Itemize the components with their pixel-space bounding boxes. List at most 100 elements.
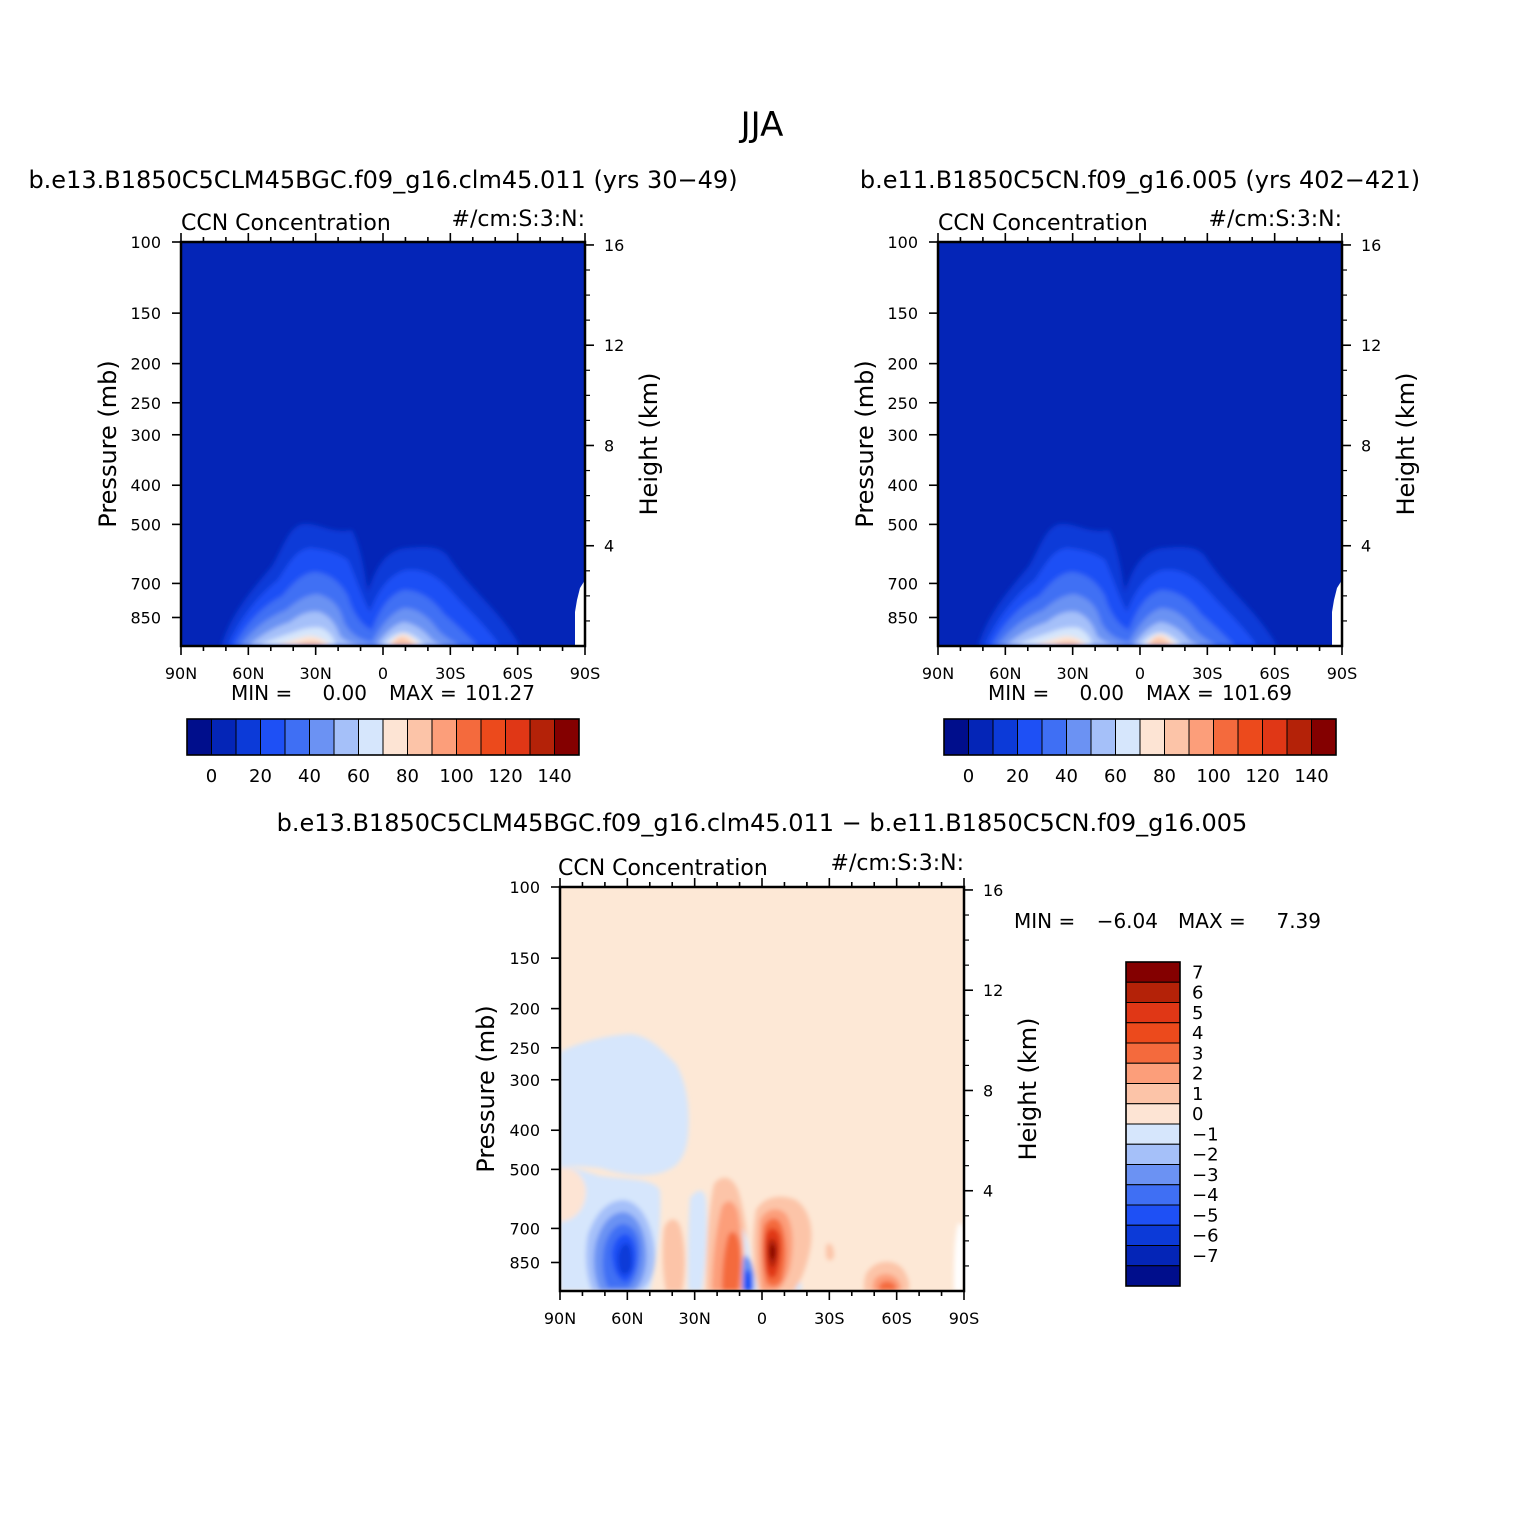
colorbar-label: 40 xyxy=(298,766,321,787)
colorbar-label: 1 xyxy=(1192,1084,1203,1105)
colorbar-frame xyxy=(1125,961,1181,1287)
colorbar-label: 2 xyxy=(1192,1064,1203,1085)
panel-3-max-value: 7.39 xyxy=(1276,909,1321,933)
colorbar-box xyxy=(1262,718,1288,756)
colorbar-label: 140 xyxy=(1294,766,1328,787)
y-tick-label: 500 xyxy=(130,515,161,534)
colorbar-box xyxy=(1041,718,1067,756)
colorbar-box xyxy=(1125,1002,1181,1024)
colorbar-box xyxy=(235,718,261,756)
colorbar-label: 0 xyxy=(1192,1104,1203,1125)
colorbar-label: 0 xyxy=(963,766,974,787)
panel-1-ylabel: Pressure (mb) xyxy=(94,360,122,527)
colorbar-frame xyxy=(186,718,580,756)
x-tick-label: 60N xyxy=(989,664,1021,683)
y-tick-label: 100 xyxy=(509,878,540,897)
colorbar-box xyxy=(1139,718,1165,756)
colorbar-box xyxy=(284,718,310,756)
colorbar-label: 100 xyxy=(1196,766,1230,787)
height-tick-label: 12 xyxy=(983,981,1003,1000)
colorbar-box xyxy=(1125,1103,1181,1125)
panel-2-ylabel-right: Height (km) xyxy=(1392,373,1420,516)
x-tick-label: 90S xyxy=(949,1309,980,1328)
colorbar-label: −3 xyxy=(1192,1165,1219,1186)
height-tick-label: 12 xyxy=(604,336,624,355)
colorbar-label: 20 xyxy=(1006,766,1029,787)
y-tick-label: 500 xyxy=(509,1160,540,1179)
x-tick-label: 0 xyxy=(1135,664,1145,683)
colorbar-label: 140 xyxy=(537,766,571,787)
colorbar-box xyxy=(407,718,433,756)
colorbar-box xyxy=(1125,1022,1181,1044)
colorbar-label: 60 xyxy=(347,766,370,787)
colorbar-label: −6 xyxy=(1192,1226,1219,1247)
colorbar-box xyxy=(1125,981,1181,1003)
height-tick-label: 4 xyxy=(604,537,614,556)
colorbar-box xyxy=(1188,718,1214,756)
panel-3-min-label: MIN = xyxy=(1014,909,1075,933)
panel-3-ylabel-right: Height (km) xyxy=(1014,1018,1042,1161)
x-tick-label: 30N xyxy=(1057,664,1089,683)
colorbar-label: 20 xyxy=(249,766,272,787)
colorbar-box xyxy=(1125,1184,1181,1206)
colorbar-label: −5 xyxy=(1192,1205,1219,1226)
panel-3-ylabel: Pressure (mb) xyxy=(472,1005,500,1172)
panel-3: b.e13.B1850C5CLM45BGC.f09_g16.clm45.011 … xyxy=(277,809,1321,1328)
panel-1-axes: 90N 60N 30N 0 30S 60S 90S 100 150 200 250 300 400 500… xyxy=(130,233,624,683)
colorbar-box xyxy=(1125,1143,1181,1165)
colorbar-box xyxy=(1164,718,1190,756)
panel-2-colorbar: 0 20 40 60 80 100 120 140 xyxy=(943,718,1337,787)
colorbar-box xyxy=(431,718,457,756)
colorbar-box xyxy=(1125,1164,1181,1186)
x-tick-label: 30S xyxy=(814,1309,845,1328)
colorbar-box xyxy=(211,718,237,756)
colorbar-box xyxy=(1125,1245,1181,1267)
colorbar-box xyxy=(382,718,408,756)
colorbar-box xyxy=(358,718,384,756)
x-tick-label: 90N xyxy=(922,664,954,683)
y-tick-label: 100 xyxy=(887,233,918,252)
y-tick-label: 150 xyxy=(130,304,161,323)
colorbar-label: 120 xyxy=(1245,766,1279,787)
panel-2-title: b.e11.B1850C5CN.f09_g16.005 (yrs 402−421… xyxy=(860,166,1420,194)
y-tick-label: 700 xyxy=(887,574,918,593)
colorbar-box xyxy=(1125,1083,1181,1105)
colorbar-box xyxy=(1286,718,1312,756)
x-tick-label: 30S xyxy=(435,664,466,683)
panel-1-title: b.e13.B1850C5CLM45BGC.f09_g16.clm45.011 … xyxy=(28,166,737,194)
colorbar-box xyxy=(1311,718,1337,756)
colorbar-label: 60 xyxy=(1104,766,1127,787)
colorbar-label: −1 xyxy=(1192,1124,1219,1145)
x-tick-label: 60S xyxy=(881,1309,912,1328)
panel-1-max-label: MAX = xyxy=(389,681,457,705)
y-tick-label: 150 xyxy=(887,304,918,323)
colorbar-label: 7 xyxy=(1192,962,1203,983)
height-tick-label: 8 xyxy=(604,436,614,455)
y-tick-label: 850 xyxy=(509,1253,540,1272)
panel-3-min-value: −6.04 xyxy=(1097,909,1158,933)
height-tick-label: 16 xyxy=(983,881,1003,900)
y-tick-label: 100 xyxy=(130,233,161,252)
colorbar-box xyxy=(968,718,994,756)
colorbar-label: 6 xyxy=(1192,983,1203,1004)
figure-title: JJA xyxy=(739,105,784,145)
panel-2: b.e11.B1850C5CN.f09_g16.005 (yrs 402−421… xyxy=(851,166,1420,787)
x-tick-label: 90N xyxy=(165,664,197,683)
y-tick-label: 250 xyxy=(130,394,161,413)
y-tick-label: 250 xyxy=(509,1039,540,1058)
panel-3-max-label: MAX = xyxy=(1178,909,1246,933)
colorbar-box xyxy=(1125,1224,1181,1246)
y-tick-label: 400 xyxy=(130,476,161,495)
x-tick-label: 30N xyxy=(679,1309,711,1328)
colorbar-frame xyxy=(943,718,1337,756)
y-tick-label: 200 xyxy=(509,1000,540,1019)
colorbar-box xyxy=(1017,718,1043,756)
y-tick-label: 300 xyxy=(130,426,161,445)
colorbar-box xyxy=(1115,718,1141,756)
colorbar-label: −4 xyxy=(1192,1185,1219,1206)
colorbar-box xyxy=(992,718,1018,756)
panel-2-units: #/cm:S:3:N: xyxy=(1209,207,1342,232)
colorbar-label: 80 xyxy=(1153,766,1176,787)
panel-3-axes: 90N 60N 30N 0 30S 60S 90S 100 150 200 250 300 400 500… xyxy=(509,878,1003,1328)
